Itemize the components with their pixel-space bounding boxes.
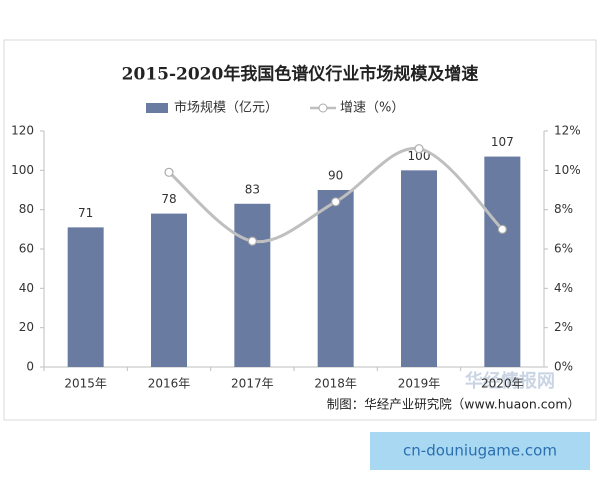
bar-value-label: 100 (408, 149, 431, 163)
bar (317, 190, 354, 367)
y2-tick-label: 8% (554, 202, 573, 216)
line-marker (497, 224, 507, 234)
bar-value-label: 83 (245, 182, 260, 196)
line-marker (247, 236, 257, 246)
bar-value-label: 90 (328, 169, 343, 183)
bar-value-label: 71 (78, 206, 93, 220)
legend-marker (318, 103, 328, 113)
y2-tick-label: 4% (554, 281, 573, 295)
bar-value-label: 107 (491, 135, 514, 149)
bar (67, 227, 104, 367)
bar (234, 203, 271, 367)
footer-box (370, 432, 590, 470)
x-tick-label: 2017年 (231, 377, 274, 391)
x-tick-label: 2016年 (148, 377, 191, 391)
x-tick-label: 2015年 (64, 377, 107, 391)
bar (401, 170, 437, 367)
source-note: 制图：华经产业研究院（www.huaon.com） (327, 397, 580, 412)
line-marker (331, 197, 341, 207)
y-tick-label: 0 (26, 360, 34, 374)
y2-tick-label: 2% (554, 320, 573, 334)
line-marker (164, 167, 174, 177)
y2-tick-label: 12% (554, 124, 581, 138)
x-tick-label: 2019年 (398, 377, 441, 391)
y-tick-label: 60 (19, 242, 34, 256)
legend-swatch (146, 103, 168, 113)
y2-tick-label: 10% (554, 163, 581, 177)
y2-tick-label: 6% (554, 242, 573, 256)
line-marker (414, 144, 424, 154)
y-tick-label: 120 (11, 124, 34, 138)
y-tick-label: 20 (19, 320, 34, 334)
x-tick-label: 2018年 (314, 377, 357, 391)
y-tick-label: 100 (11, 163, 34, 177)
bar (151, 213, 187, 367)
y2-tick-label: 0% (554, 360, 573, 374)
y-tick-label: 40 (19, 281, 34, 295)
chart-title: 2015-2020年我国色谱仪行业市场规模及增速 (122, 64, 479, 85)
legend-label: 增速（%） (340, 101, 404, 116)
watermark: 华经情报网 (465, 370, 555, 392)
y-tick-label: 80 (19, 202, 34, 216)
legend-label: 市场规模（亿元） (174, 100, 278, 116)
x-tick-label: 2020年 (481, 377, 524, 391)
bar (484, 156, 521, 367)
bar-value-label: 78 (161, 192, 176, 206)
footer-watermark: cn-douniugame.com (403, 442, 557, 460)
